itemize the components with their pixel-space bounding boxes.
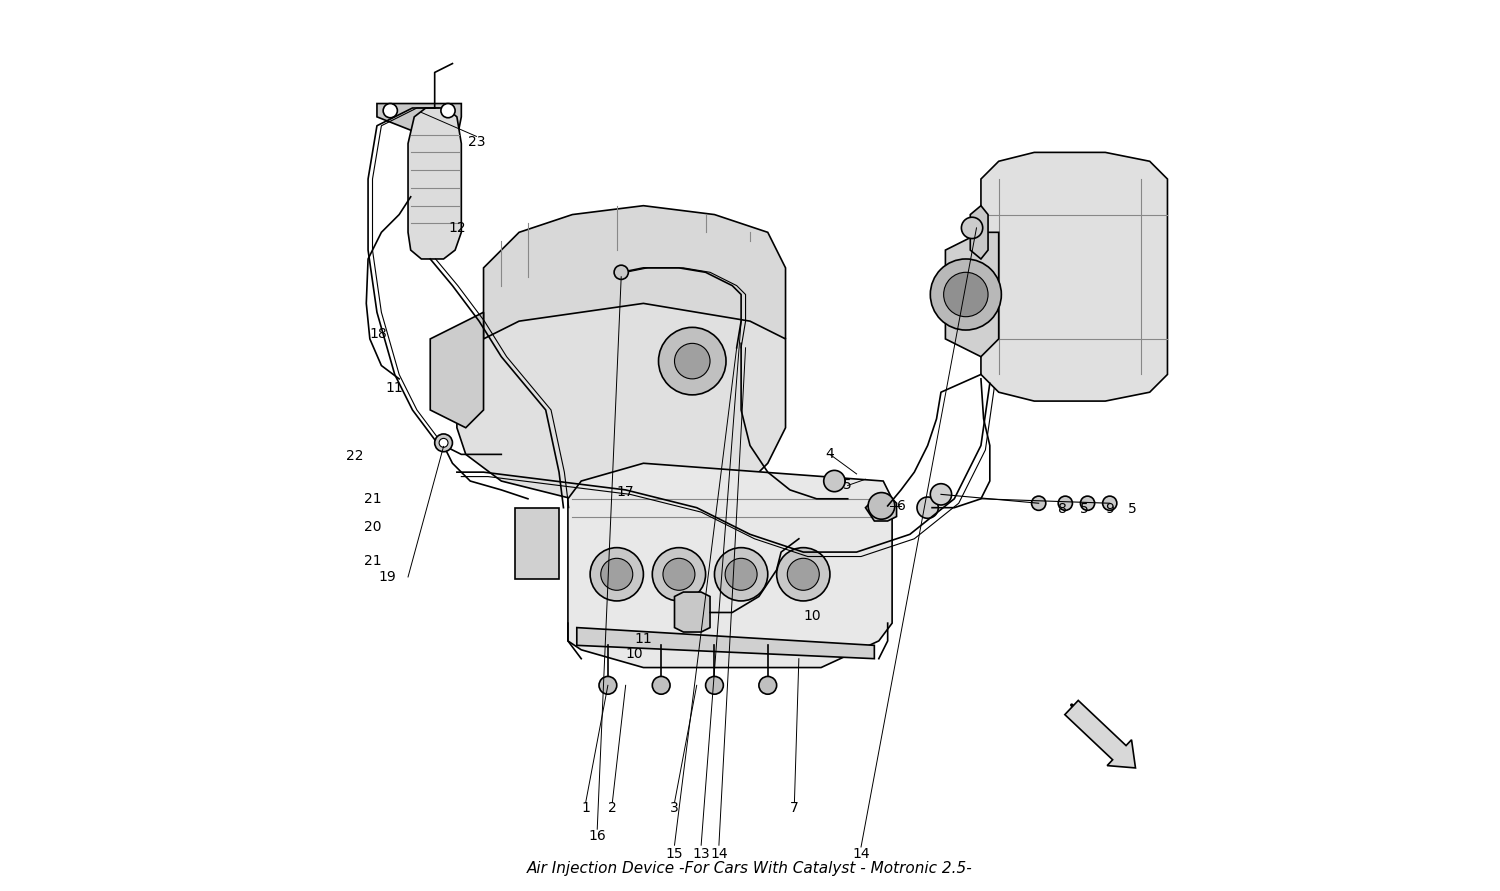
Text: 2: 2 (608, 801, 616, 815)
Text: 11: 11 (634, 632, 652, 646)
Text: 7: 7 (790, 801, 800, 815)
Circle shape (663, 559, 694, 590)
Circle shape (705, 676, 723, 694)
Polygon shape (408, 108, 462, 259)
Text: 17: 17 (616, 485, 634, 499)
Circle shape (714, 548, 768, 601)
Circle shape (441, 103, 454, 118)
Circle shape (868, 493, 895, 519)
Circle shape (916, 497, 939, 519)
Text: 21: 21 (363, 554, 381, 568)
Polygon shape (981, 152, 1167, 401)
Polygon shape (376, 103, 462, 130)
Polygon shape (430, 312, 483, 428)
Polygon shape (970, 206, 988, 259)
Text: 13: 13 (693, 847, 709, 861)
Circle shape (759, 676, 777, 694)
Text: 12: 12 (448, 221, 465, 235)
Circle shape (944, 273, 988, 316)
Circle shape (435, 434, 453, 452)
Circle shape (930, 484, 951, 505)
Text: 8: 8 (1058, 503, 1066, 517)
Circle shape (675, 343, 710, 379)
Text: 15: 15 (666, 847, 684, 861)
Polygon shape (578, 627, 874, 658)
Text: Air Injection Device -For Cars With Catalyst - Motronic 2.5-: Air Injection Device -For Cars With Cata… (526, 862, 974, 876)
Text: 5: 5 (1080, 503, 1089, 517)
Text: 16: 16 (588, 830, 606, 843)
Circle shape (724, 559, 758, 590)
Text: 10: 10 (804, 609, 820, 623)
Circle shape (1058, 496, 1072, 511)
Polygon shape (568, 463, 892, 667)
Polygon shape (700, 508, 746, 579)
Polygon shape (639, 508, 684, 579)
Polygon shape (865, 495, 897, 521)
Circle shape (777, 548, 830, 601)
Text: 6: 6 (897, 499, 906, 513)
Circle shape (1102, 496, 1118, 511)
Polygon shape (514, 508, 560, 579)
Text: 21: 21 (363, 492, 381, 506)
Text: 14: 14 (852, 847, 870, 861)
Circle shape (614, 266, 628, 280)
Circle shape (590, 548, 644, 601)
Text: 18: 18 (370, 328, 387, 341)
Polygon shape (458, 286, 786, 508)
Text: 4: 4 (825, 447, 834, 462)
Circle shape (652, 676, 670, 694)
Circle shape (598, 676, 616, 694)
Text: 1: 1 (580, 801, 590, 815)
Circle shape (1032, 496, 1046, 511)
Circle shape (962, 217, 982, 239)
Circle shape (1080, 496, 1095, 511)
Text: 10: 10 (626, 647, 644, 661)
Circle shape (658, 327, 726, 395)
Circle shape (788, 559, 819, 590)
Text: 19: 19 (378, 570, 396, 584)
Polygon shape (578, 508, 621, 579)
Circle shape (652, 548, 705, 601)
Circle shape (930, 259, 1002, 330)
Text: 14: 14 (710, 847, 728, 861)
Circle shape (382, 103, 398, 118)
Polygon shape (483, 206, 786, 339)
Circle shape (824, 470, 844, 492)
Circle shape (602, 559, 633, 590)
Circle shape (440, 438, 448, 447)
Text: 22: 22 (346, 449, 363, 463)
Text: 23: 23 (468, 135, 484, 149)
Text: 20: 20 (364, 520, 381, 535)
Text: 5: 5 (1128, 503, 1137, 517)
Text: 3: 3 (670, 801, 680, 815)
FancyArrow shape (1065, 700, 1136, 768)
Text: 5: 5 (843, 478, 852, 493)
Text: 9: 9 (1106, 503, 1114, 517)
Text: 11: 11 (386, 380, 404, 395)
Polygon shape (945, 233, 999, 356)
Polygon shape (675, 592, 710, 632)
